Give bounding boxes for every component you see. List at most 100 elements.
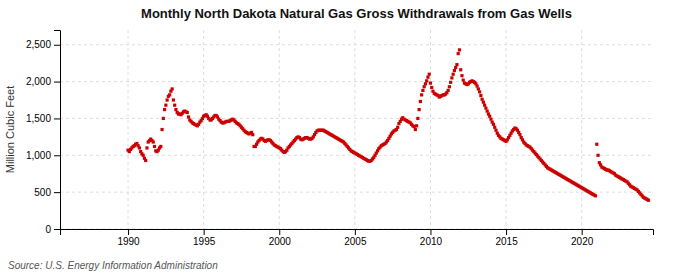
y-axis-title: Million Cubic Feet xyxy=(4,86,16,173)
tick: 1990 xyxy=(117,229,140,247)
tick-mark xyxy=(54,229,60,230)
point xyxy=(484,107,487,110)
tick-label: 2020 xyxy=(571,236,594,247)
point xyxy=(166,98,169,101)
point xyxy=(425,79,428,82)
point xyxy=(160,128,163,131)
tick: 2010 xyxy=(420,229,443,247)
point xyxy=(414,128,417,131)
point xyxy=(173,104,176,107)
tick-label: 2,500 xyxy=(26,39,51,50)
point xyxy=(481,98,484,101)
point xyxy=(482,101,485,104)
grid-line xyxy=(60,192,653,193)
point xyxy=(478,90,481,93)
point xyxy=(421,89,424,92)
tick-mark xyxy=(279,229,280,235)
point xyxy=(429,81,432,84)
point xyxy=(479,94,482,97)
tick: 2000 xyxy=(269,229,292,247)
point xyxy=(450,76,453,79)
tick: 1,000 xyxy=(26,150,60,161)
axis-line xyxy=(54,31,61,230)
tick-mark xyxy=(54,155,60,156)
point xyxy=(448,85,451,88)
point xyxy=(144,159,147,162)
grid-line xyxy=(581,30,582,229)
point xyxy=(415,124,418,127)
point xyxy=(459,68,462,71)
tick-label: 1,000 xyxy=(26,150,51,161)
point xyxy=(494,129,497,132)
point xyxy=(419,100,422,103)
point xyxy=(647,199,650,202)
point xyxy=(483,104,486,107)
tick-mark xyxy=(54,82,60,83)
tick-mark xyxy=(582,229,583,235)
grid-line xyxy=(60,44,653,45)
grid-line xyxy=(279,30,280,229)
point xyxy=(489,118,492,121)
point xyxy=(426,76,429,79)
point xyxy=(488,115,491,118)
point xyxy=(174,108,177,111)
point xyxy=(594,194,597,197)
y-axis: 0 500 1,000 1,500 2,000 2,500 xyxy=(26,31,61,235)
point xyxy=(493,126,496,129)
tick-label: 1995 xyxy=(193,236,216,247)
point xyxy=(396,126,399,129)
point xyxy=(449,81,452,84)
tick-mark xyxy=(54,118,60,119)
point xyxy=(164,104,167,107)
grid-line xyxy=(128,30,129,229)
tick-label: 2015 xyxy=(495,236,518,247)
point xyxy=(424,82,427,85)
grid-line xyxy=(60,118,653,119)
tick-mark xyxy=(355,229,356,235)
point xyxy=(423,85,426,88)
tick-mark xyxy=(204,229,205,235)
point xyxy=(145,146,148,149)
point xyxy=(457,52,460,55)
point xyxy=(453,69,456,72)
tick-mark xyxy=(54,192,60,193)
tick: 2020 xyxy=(571,229,594,247)
tick: 1,500 xyxy=(26,113,60,124)
tick-label: 2005 xyxy=(344,236,367,247)
point xyxy=(171,87,174,90)
tick-label: 2010 xyxy=(420,236,443,247)
point xyxy=(162,117,165,120)
tick-label: 0 xyxy=(45,224,51,235)
tick: 500 xyxy=(34,187,60,198)
point xyxy=(420,93,423,96)
point xyxy=(418,108,421,111)
point xyxy=(458,48,461,51)
grid xyxy=(60,30,653,229)
point xyxy=(462,79,465,82)
point xyxy=(430,86,433,89)
point xyxy=(475,84,478,87)
point xyxy=(486,109,489,112)
point xyxy=(492,123,495,126)
title: Monthly North Dakota Natural Gas Gross W… xyxy=(141,6,572,21)
grid-line xyxy=(354,30,355,229)
point xyxy=(595,143,598,146)
point xyxy=(163,108,166,111)
point xyxy=(428,73,431,76)
tick-label: 1990 xyxy=(117,236,140,247)
source-note: Source: U.S. Energy Information Administ… xyxy=(8,260,218,271)
tick-label: 1,500 xyxy=(26,113,51,124)
point xyxy=(138,146,141,149)
point xyxy=(142,154,145,157)
tick-label: 2,000 xyxy=(26,76,51,87)
x-axis: 1990 1995 2000 2005 2010 2015 2020 xyxy=(61,229,654,247)
tick: 2015 xyxy=(495,229,518,247)
point xyxy=(455,63,458,66)
grid-line xyxy=(506,30,507,229)
chart: 1990 1995 2000 2005 2010 2015 2020 0 500 1,000 1,5… xyxy=(0,0,675,275)
point xyxy=(460,74,463,77)
point xyxy=(416,117,419,120)
point xyxy=(596,154,599,157)
tick-mark xyxy=(506,229,507,235)
point xyxy=(187,115,190,118)
